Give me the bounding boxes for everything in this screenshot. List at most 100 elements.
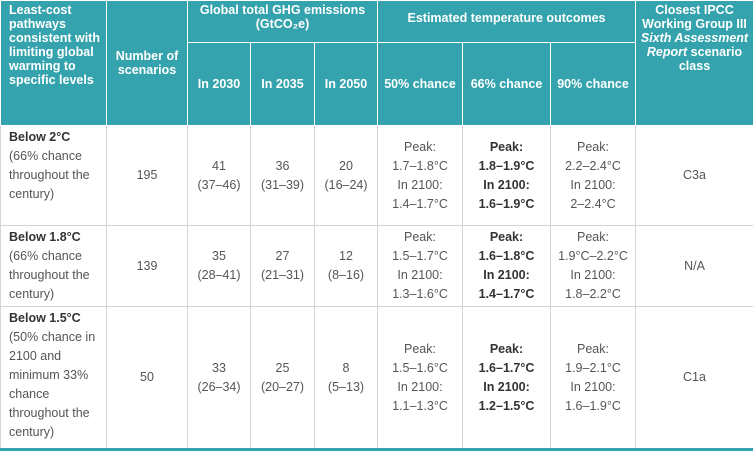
scenario-count: 139 — [106, 225, 188, 307]
end-value: 1.6–1.9°C — [478, 196, 535, 211]
end-label: In 2100: — [570, 268, 616, 282]
end-value: 1.3–1.6°C — [392, 287, 448, 301]
end-label: In 2100: — [483, 379, 530, 394]
table-row: Below 1.8°C (66% chance throughout the ce… — [0, 225, 753, 307]
emissions-value: 41 — [212, 158, 226, 173]
pathway-cell: Below 2°C (66% chance throughout the cent… — [0, 125, 107, 226]
peak-label: Peak: — [404, 139, 436, 154]
end-label: In 2100: — [397, 268, 443, 282]
peak-value: 2.2–2.4°C — [565, 158, 621, 173]
ipcc-line1: Closest IPCC Working Group III — [642, 3, 747, 31]
temperature-cell: Peak: 1.8–1.9°C In 2100: 1.6–1.9°C — [462, 125, 551, 226]
emissions-range: (28–41) — [197, 268, 241, 282]
temperature-cell: Peak: 1.5–1.6°C In 2100: 1.1–1.3°C — [377, 306, 463, 451]
header-pathways: Least-cost pathways consistent with limi… — [0, 0, 107, 126]
peak-label: Peak: — [489, 139, 524, 154]
end-value: 1.2–1.5°C — [478, 398, 535, 413]
emissions-value: 36 — [275, 158, 290, 173]
level: Below 1.8°C — [9, 230, 81, 244]
ipcc-italic: Sixth Assessment Report — [640, 31, 749, 59]
peak-value: 1.5–1.7°C — [392, 249, 448, 263]
ipcc-class: C1a — [635, 306, 753, 451]
emissions-value: 33 — [212, 360, 226, 375]
emissions-cell: 41 (37–46) — [187, 125, 251, 226]
emissions-range: (26–34) — [197, 379, 241, 394]
emissions-unit: (GtCO₂e) — [255, 17, 310, 31]
end-value: 1.4–1.7°C — [392, 196, 448, 211]
peak-value: 1.6–1.7°C — [478, 360, 535, 375]
year-header: In 2035 — [250, 42, 315, 126]
temperature-cell: Peak: 1.9°C–2.2°C In 2100: 1.8–2.2°C — [550, 225, 636, 307]
emissions-value: 25 — [275, 360, 290, 375]
table-body: Below 2°C (66% chance throughout the cent… — [0, 125, 753, 451]
subheader-row: In 2030 In 2035 In 2050 50% chance 66% chanc… — [1, 42, 753, 126]
end-value: 2–2.4°C — [570, 196, 616, 211]
temperature-cell: Peak: 2.2–2.4°C In 2100: 2–2.4°C — [550, 125, 636, 226]
peak-value: 1.7–1.8°C — [392, 158, 448, 173]
peak-label: Peak: — [577, 230, 609, 244]
peak-value: 1.9°C–2.2°C — [558, 249, 628, 263]
peak-label: Peak: — [577, 341, 609, 356]
emissions-value: 35 — [212, 249, 226, 263]
temperature-cell: Peak: 1.5–1.7°C In 2100: 1.3–1.6°C — [377, 225, 463, 307]
header-emissions: Global total GHG emissions (GtCO₂e) — [187, 0, 378, 43]
end-value: 1.6–1.9°C — [565, 398, 621, 413]
year-header: In 2050 — [314, 42, 378, 126]
chance-header: 66% chance — [462, 42, 551, 126]
emissions-cell: 12 (8–16) — [314, 225, 378, 307]
ipcc-class: C3a — [635, 125, 753, 226]
end-label: In 2100: — [570, 177, 616, 192]
emissions-range: (37–46) — [197, 177, 241, 192]
chance-header: 90% chance — [550, 42, 636, 126]
header-scenarios: Number of scenarios — [106, 0, 188, 126]
peak-label: Peak: — [489, 341, 524, 356]
header-temperature: Estimated temperature outcomes — [377, 0, 636, 43]
emissions-cell: 25 (20–27) — [250, 306, 315, 451]
ipcc-line3: scenario class — [678, 45, 743, 73]
emissions-cell: 35 (28–41) — [187, 225, 251, 307]
emissions-cell: 27 (21–31) — [250, 225, 315, 307]
end-value: 1.4–1.7°C — [478, 287, 535, 301]
peak-label: Peak: — [489, 230, 524, 244]
emissions-range: (16–24) — [324, 177, 368, 192]
level: Below 2°C — [9, 130, 71, 144]
year-header: In 2030 — [187, 42, 251, 126]
emissions-cell: 36 (31–39) — [250, 125, 315, 226]
peak-value: 1.5–1.6°C — [392, 360, 448, 375]
emissions-title: Global total GHG emissions — [199, 3, 366, 17]
description: (66% chance throughout the century) — [9, 249, 90, 301]
emissions-value: 12 — [339, 249, 353, 263]
emissions-cell: 8 (5–13) — [314, 306, 378, 451]
description: (66% chance throughout the century) — [9, 149, 90, 201]
end-label: In 2100: — [397, 379, 443, 394]
temperature-cell: Peak: 1.6–1.8°C In 2100: 1.4–1.7°C — [462, 225, 551, 307]
table-row: Below 1.5°C (50% chance in 2100 and minim… — [0, 306, 753, 451]
peak-label: Peak: — [577, 139, 609, 154]
end-value: 1.1–1.3°C — [392, 398, 448, 413]
emissions-cell: 33 (26–34) — [187, 306, 251, 451]
table-row: Below 2°C (66% chance throughout the cent… — [0, 125, 753, 226]
ipcc-class: N/A — [635, 225, 753, 307]
scenario-count: 50 — [106, 306, 188, 451]
end-label: In 2100: — [483, 177, 530, 192]
peak-value: 1.9–2.1°C — [565, 360, 621, 375]
end-label: In 2100: — [397, 177, 443, 192]
emissions-cell: 20 (16–24) — [314, 125, 378, 226]
emissions-value: 27 — [275, 249, 290, 263]
end-label: In 2100: — [570, 379, 616, 394]
emissions-value: 8 — [342, 360, 350, 375]
pathway-cell: Below 1.8°C (66% chance throughout the ce… — [0, 225, 107, 307]
emissions-range: (8–16) — [327, 268, 365, 282]
scenario-count: 195 — [106, 125, 188, 226]
peak-value: 1.8–1.9°C — [478, 158, 535, 173]
end-label: In 2100: — [483, 268, 530, 282]
emissions-range: (20–27) — [260, 379, 305, 394]
end-value: 1.8–2.2°C — [565, 287, 621, 301]
header-ipcc: Closest IPCC Working Group III Sixth Ass… — [635, 0, 753, 126]
chance-header: 50% chance — [377, 42, 463, 126]
temperature-cell: Peak: 1.9–2.1°C In 2100: 1.6–1.9°C — [550, 306, 636, 451]
description: (50% chance in 2100 and minimum 33% chan… — [9, 330, 96, 439]
level: Below 1.5°C — [9, 311, 81, 325]
